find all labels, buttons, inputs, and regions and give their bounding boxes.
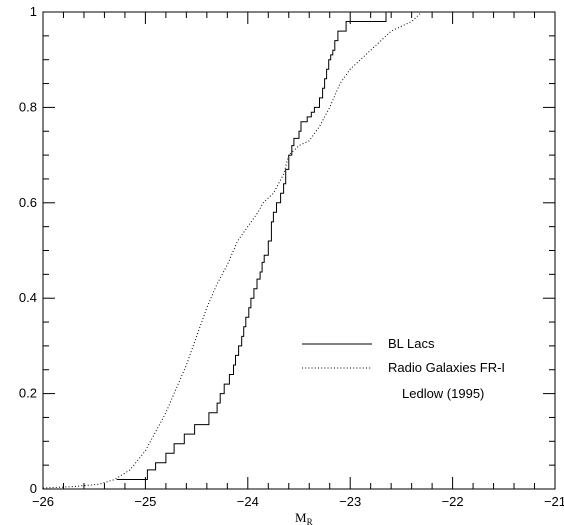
y-tick-label: 1 [30, 4, 37, 19]
x-tick-label: −24 [237, 494, 259, 509]
y-tick-label: 0.2 [19, 386, 37, 401]
x-axis-label-subscript: R [307, 517, 313, 525]
legend: BL Lacs Radio Galaxies FR-I Ledlow (1995… [302, 336, 505, 401]
x-tick-label: −23 [339, 494, 361, 509]
y-tick-label: 0 [30, 481, 37, 496]
x-tick-label: −21 [544, 494, 564, 509]
legend-label-radio-galaxies: Radio Galaxies FR-I [388, 360, 505, 375]
x-tick-label: −26 [32, 494, 54, 509]
annotation-ledlow: Ledlow (1995) [402, 386, 484, 401]
x-axis-label-main: M [295, 510, 307, 525]
y-tick-label: 0.8 [19, 99, 37, 114]
tick-labels: −26 −25 −24 −23 −22 −21 0 0.2 0.4 0.6 0.8 1 [19, 4, 564, 509]
legend-label-bl-lacs: BL Lacs [388, 336, 435, 351]
y-tick-label: 0.6 [19, 195, 37, 210]
series-line-radio-galaxies [42, 11, 423, 489]
ticks [42, 11, 556, 490]
series-group [42, 11, 423, 489]
x-tick-label: −25 [134, 494, 156, 509]
plot-frame [42, 11, 556, 490]
y-tick-label: 0.4 [19, 290, 37, 305]
series-line-bl-lacs [116, 11, 412, 480]
x-axis-label: MR [295, 510, 313, 525]
x-tick-label: −22 [442, 494, 464, 509]
